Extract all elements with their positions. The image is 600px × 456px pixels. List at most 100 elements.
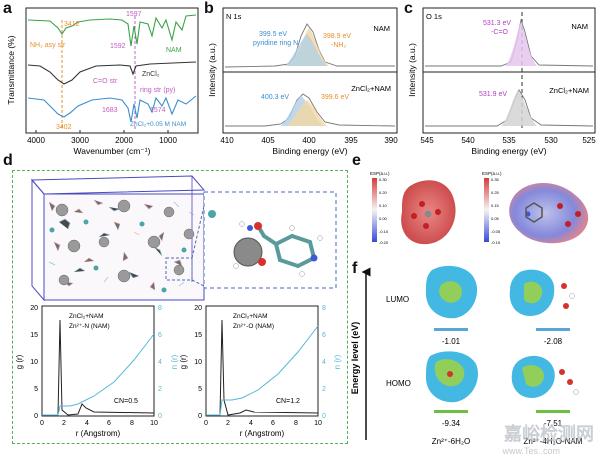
e-scale-label-2: ESP(a.u.) xyxy=(482,171,502,176)
a-co: C=O str xyxy=(93,78,118,85)
rdf2-ytick-5: 5 xyxy=(198,386,202,393)
rdf1-ytick-0: 0 xyxy=(34,413,38,420)
e-t1-4: -0.10 xyxy=(379,229,389,234)
lumo-orbital-1 xyxy=(426,265,478,319)
b-pk1b: pyridine ring N xyxy=(253,40,298,47)
panel-e-esp: ESP(a.u.) 0.30 0.20 0.10 0.00 -0.10 -0.2… xyxy=(370,171,589,245)
rdf1-legend1: ZnCl₂+NAM xyxy=(69,313,104,320)
rdf1-ytick-10: 10 xyxy=(30,359,38,366)
rdf2-legend1: ZnCl₂+NAM xyxy=(233,313,268,320)
rdf2-ytick-15: 15 xyxy=(194,332,202,339)
a-xtick-3000: 3000 xyxy=(71,136,89,145)
b-xlabel: Binding energy (eV) xyxy=(272,146,347,156)
esp-zn-4h2o-nam xyxy=(509,183,589,244)
panel-d-snapshot xyxy=(30,175,337,302)
b-pk2b: -NH₂ xyxy=(331,42,346,49)
rdf1-ytick-5: 5 xyxy=(34,386,38,393)
f-ylabel: Energy level (eV) xyxy=(350,322,360,395)
rdf1-ylabel-r: n (r) xyxy=(170,354,179,369)
c-pk1: 531.3 eV xyxy=(483,20,511,27)
panel-d-rdf-zn-n: ZnCl₂+NAM Zn²⁺-N (NAM) CN=0.5 0 5 10 15 … xyxy=(15,305,179,438)
panel-f-orbitals: Energy level (eV) LUMO HOMO -1.01 -2.08 … xyxy=(350,265,583,446)
c-bottom-spectrum xyxy=(425,89,594,127)
f-lumo2: -2.08 xyxy=(544,337,563,346)
rdf1-rtick-2: 2 xyxy=(158,386,162,393)
rdf1-n-curve xyxy=(42,333,155,416)
a-xtick-4000: 4000 xyxy=(27,136,45,145)
rdf2-ytick-10: 10 xyxy=(194,359,202,366)
c-xtick-540: 540 xyxy=(461,136,475,145)
e-t2-0: 0.35 xyxy=(491,177,500,182)
b-top-spectrum xyxy=(224,23,395,68)
nam-spectrum xyxy=(27,14,197,47)
f-lumo-label: LUMO xyxy=(386,295,409,304)
a-1597: 1597 xyxy=(126,11,142,18)
c-pk2: 531.9 eV xyxy=(479,91,507,98)
c-xtick-545: 545 xyxy=(420,136,434,145)
panel-a-frame xyxy=(25,7,199,134)
sim-box-top xyxy=(30,175,206,195)
e-t2-3: 0.05 xyxy=(491,216,500,221)
b-xtick-395: 395 xyxy=(344,136,358,145)
rdf1-ytick-20: 20 xyxy=(30,305,38,312)
esp-scale-2 xyxy=(484,178,489,242)
b-pk1: 399.5 eV xyxy=(259,31,287,38)
f-homo2: -7.51 xyxy=(544,419,563,428)
rdf2-xtick-10: 10 xyxy=(314,420,322,427)
c-xlabel: Binding energy (eV) xyxy=(471,146,546,156)
c-title: O 1s xyxy=(426,12,442,21)
rdf1-xtick-10: 10 xyxy=(150,420,158,427)
zoom-zn-atom xyxy=(233,237,263,267)
a-nh2: NH₂ asy str xyxy=(30,42,66,49)
a-1574: 1574 xyxy=(150,107,166,114)
rdf2-ylabel-r: n (r) xyxy=(333,354,342,369)
panel-b-frame xyxy=(222,7,398,134)
b-top-tag: NAM xyxy=(373,24,390,33)
sim-box-left xyxy=(31,178,45,302)
e-t2-4: -0.05 xyxy=(491,229,501,234)
mix-spectrum xyxy=(27,95,197,123)
zncl2-spectrum xyxy=(27,61,197,85)
rdf2-xlabel: r (Angstrom) xyxy=(240,429,285,438)
c-ylabel: Intensity (a.u.) xyxy=(407,43,417,97)
e-t1-1: 0.20 xyxy=(379,190,388,195)
rdf2-rtick-6: 6 xyxy=(322,332,326,339)
f-homo1: -9.34 xyxy=(442,419,461,428)
rdf2-rtick-0: 0 xyxy=(322,413,326,420)
rdf2-rtick-2: 2 xyxy=(322,386,326,393)
rdf2-n-curve xyxy=(206,325,319,416)
a-1592: 1592 xyxy=(110,43,126,50)
a-3412: 3412 xyxy=(64,21,80,28)
rdf2-frame xyxy=(205,305,319,417)
f-homo-label: HOMO xyxy=(386,379,411,388)
lumo-level-1 xyxy=(434,328,468,331)
panel-b-label: b xyxy=(204,0,214,17)
e-t2-1: 0.25 xyxy=(491,190,500,195)
a-xtick-1000: 1000 xyxy=(159,136,177,145)
b-xtick-405: 405 xyxy=(261,136,275,145)
a-3402: 3402 xyxy=(56,124,72,131)
a-ylabel: Transmittance (%) xyxy=(6,35,16,104)
b-xtick-390: 390 xyxy=(384,136,398,145)
rdf1-frame xyxy=(41,305,155,417)
rdf2-ylabel-l: g (r) xyxy=(179,354,188,369)
b-pk2: 398.9 eV xyxy=(323,33,351,40)
c-bottom-fit xyxy=(501,90,537,126)
rdf2-xtick-4: 4 xyxy=(249,420,253,427)
panel-c-frame xyxy=(422,7,596,134)
rdf1-xtick-4: 4 xyxy=(85,420,89,427)
panel-d-rdf-zn-o: ZnCl₂+NAM Zn²⁺-O (NAM) CN=1.2 0 5 10 15 … xyxy=(179,305,342,438)
f-name1: Zn²⁺-6H₂O xyxy=(432,437,470,446)
lumo-level-2 xyxy=(536,328,570,331)
rdf2-ytick-20: 20 xyxy=(194,305,202,312)
panel-a-label: a xyxy=(3,0,12,17)
panel-d-label: d xyxy=(3,152,13,169)
c-xtick-530: 530 xyxy=(544,136,558,145)
c-top-tag: NAM xyxy=(571,22,588,31)
panel-b-xps-n1s: N 1s NAM ZnCl₂+NAM 399.5 eV pyridine rin… xyxy=(207,7,398,156)
b-xtick-400: 400 xyxy=(302,136,316,145)
b-bottom-fit-2 xyxy=(287,100,327,126)
rdf1-g-curve xyxy=(42,319,155,416)
panel-c-label: c xyxy=(404,0,413,17)
rdf2-xtick-8: 8 xyxy=(294,420,298,427)
